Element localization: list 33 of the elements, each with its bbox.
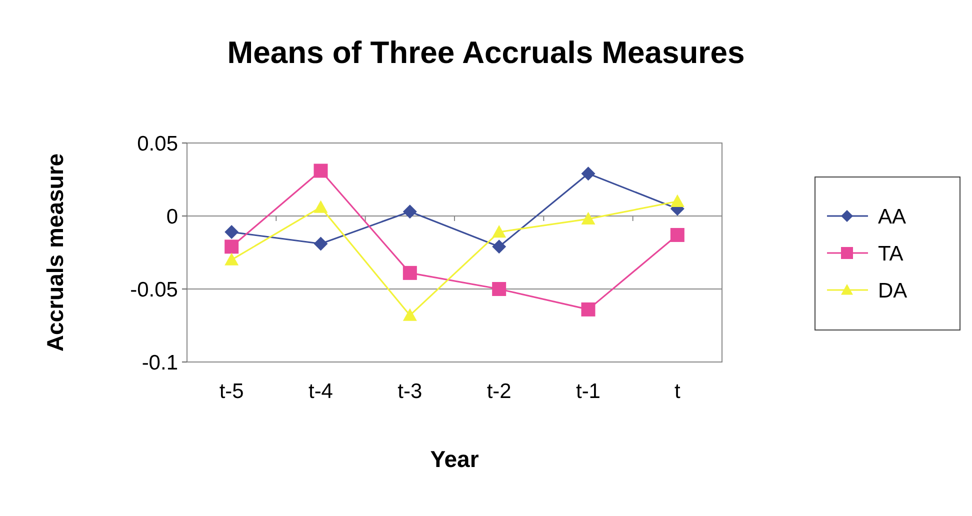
point — [402, 204, 417, 219]
point — [670, 194, 684, 207]
chart-title: Means of Three Accruals Measures — [227, 35, 745, 70]
y-tick-label: 0 — [166, 205, 178, 228]
point — [314, 164, 328, 178]
x-tick-label: t-3 — [398, 380, 422, 403]
x-axis-title: Year — [430, 446, 479, 472]
x-tick-label: t — [674, 380, 680, 403]
point — [314, 236, 328, 251]
legend-label: DA — [878, 279, 908, 302]
point — [492, 282, 506, 296]
x-tick-label: t-5 — [219, 380, 244, 403]
point — [581, 212, 596, 225]
point — [224, 225, 239, 240]
x-tick-label: t-4 — [308, 380, 334, 403]
y-axis-title: Accruals measure — [42, 153, 68, 352]
y-tick-label: -0.1 — [142, 351, 178, 374]
point — [314, 200, 328, 213]
point — [402, 266, 417, 280]
point — [402, 308, 417, 321]
x-tick-label: t-2 — [486, 380, 512, 403]
legend-label: TA — [878, 242, 904, 266]
point — [224, 240, 239, 254]
legend-label: AA — [878, 205, 906, 228]
point — [670, 228, 684, 242]
x-tick-label: t-1 — [576, 380, 601, 403]
point — [492, 225, 506, 238]
point — [581, 166, 596, 181]
y-tick-label: 0.05 — [137, 132, 178, 156]
point — [224, 252, 239, 266]
point — [492, 240, 506, 254]
point — [581, 302, 596, 316]
y-tick-label: -0.05 — [130, 278, 178, 302]
